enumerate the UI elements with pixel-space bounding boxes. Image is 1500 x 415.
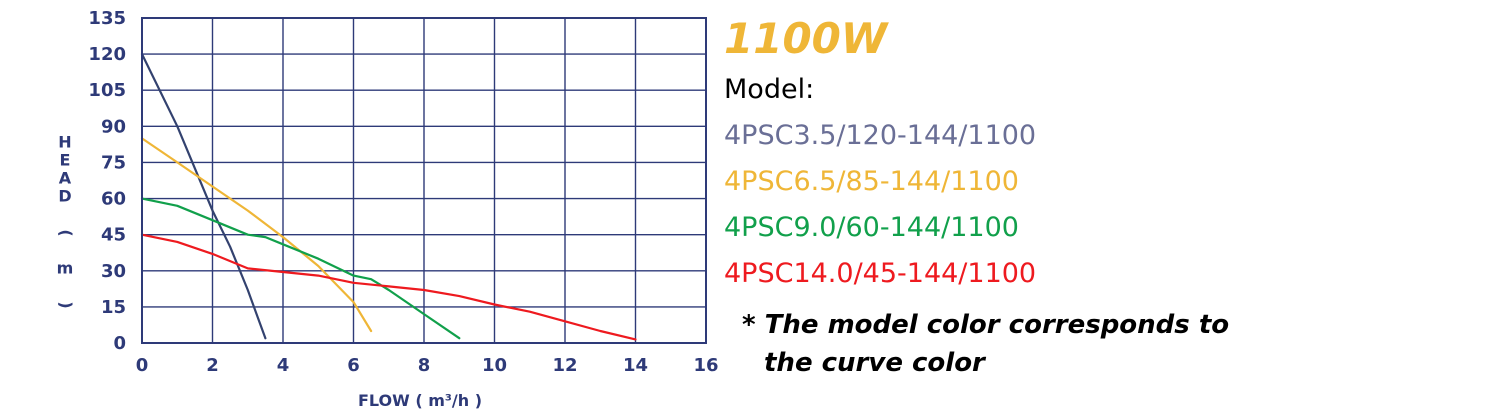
model-entry-9-0: 4PSC9.0/60-144/1100 <box>724 212 1019 243</box>
y-tick-label: 60 <box>101 189 126 210</box>
color-note-line-2: the curve color <box>764 348 985 378</box>
x-axis-ticks: 0 2 4 6 8 10 12 14 16 <box>136 355 719 376</box>
series-line-4 <box>140 233 637 341</box>
series-line-2 <box>140 137 373 333</box>
color-note-line-1: * The model color corresponds to <box>742 310 1230 340</box>
y-axis-title-char: ) <box>57 301 76 308</box>
x-tick-label: 16 <box>693 355 718 376</box>
y-tick-label: 105 <box>88 80 126 101</box>
model-entry-6-5: 4PSC6.5/85-144/1100 <box>724 166 1019 197</box>
x-tick-label: 14 <box>623 355 648 376</box>
x-tick-label: 6 <box>347 355 360 376</box>
x-tick-label: 2 <box>206 355 219 376</box>
color-note: * The model color corresponds to the cur… <box>724 306 1484 382</box>
pump-performance-chart: 0 2 4 6 8 10 12 14 16 0 15 30 45 60 75 90 105 120 135 FLO… <box>57 8 719 410</box>
y-tick-label: 0 <box>113 333 126 354</box>
grid-layer <box>141 17 707 344</box>
y-tick-label: 30 <box>101 261 126 282</box>
x-tick-label: 4 <box>277 355 290 376</box>
y-axis-title-char: D <box>58 187 71 206</box>
y-axis-title-char: A <box>59 169 72 188</box>
x-tick-label: 0 <box>136 355 149 376</box>
y-axis-title-char: m <box>57 259 74 278</box>
model-entry-3-5: 4PSC3.5/120-144/1100 <box>724 120 1037 151</box>
series-layer <box>140 53 637 341</box>
y-tick-label: 45 <box>101 225 126 246</box>
plot-border <box>141 17 707 344</box>
model-heading: Model: <box>724 74 815 105</box>
model-entry-14-0: 4PSC14.0/45-144/1100 <box>724 258 1037 289</box>
y-axis-ticks: 0 15 30 45 60 75 90 105 120 135 <box>88 8 126 354</box>
y-axis-title-char: E <box>60 151 71 170</box>
y-tick-label: 120 <box>88 44 126 65</box>
series-line-1 <box>140 53 267 340</box>
y-axis-title-char: H <box>58 133 71 152</box>
plot-frame <box>141 17 707 344</box>
x-axis-title: FLOW ( m³/h ) <box>358 391 482 410</box>
series-line-3 <box>140 197 461 340</box>
y-tick-label: 75 <box>101 152 126 173</box>
legend-panel: 1100W Model: 4PSC3.5/120-144/1100 4PSC6.… <box>724 14 1484 382</box>
y-axis-title-char: ( <box>57 229 76 236</box>
y-tick-label: 90 <box>101 116 126 137</box>
y-tick-label: 15 <box>101 297 126 318</box>
y-tick-label: 135 <box>88 8 126 29</box>
power-rating: 1100W <box>724 14 888 63</box>
x-tick-label: 12 <box>552 355 577 376</box>
x-tick-label: 8 <box>418 355 431 376</box>
x-tick-label: 10 <box>482 355 507 376</box>
